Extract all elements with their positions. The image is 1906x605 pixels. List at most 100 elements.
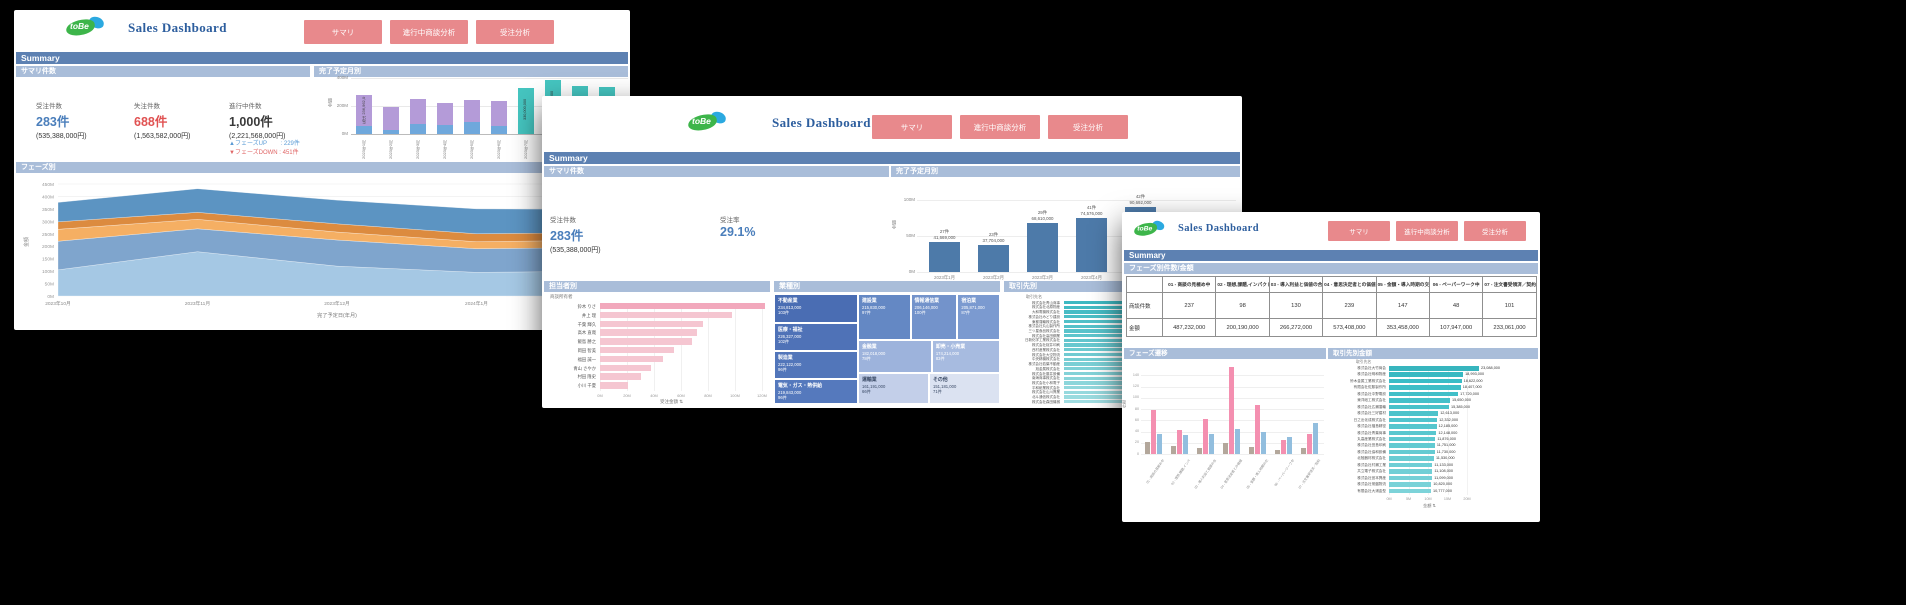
bar (1313, 423, 1319, 454)
nav-tabs: サマリ 進行中商談分析 受注分析 (304, 20, 554, 44)
stat-value: 1,000件 (229, 115, 273, 129)
row-label: 株式会社丸山製作所 (1028, 324, 1061, 329)
bar (1389, 456, 1434, 461)
deal-count-cell: 48 (1428, 292, 1484, 319)
logo-text: toBe (692, 116, 711, 126)
tobe-logo: toBe (1133, 219, 1166, 237)
bar (600, 364, 652, 371)
dashboard-window-summary[interactable]: toBe Sales Dashboard サマリ 進行中商談分析 受注分析 Su… (14, 10, 630, 330)
bar (1223, 442, 1228, 454)
row-label: 株式会社協和設備 (1357, 449, 1386, 454)
x-tick-label: 80M (704, 393, 712, 398)
row-label: 北陸器材株式会社 (1357, 456, 1386, 461)
bar-value-label: 23,088,000 (1481, 366, 1501, 370)
x-tick-label: 2023年5月 (469, 139, 474, 159)
x-tick-label: 0M (1386, 497, 1392, 501)
cell-name: 宿泊業 (961, 299, 977, 304)
x-tick-label: 2023年7月 (523, 139, 528, 159)
tab-won-analysis[interactable]: 受注分析 (1464, 221, 1526, 241)
logo-text: toBe (70, 21, 89, 31)
bar (1389, 488, 1432, 494)
tab-in-progress-analysis[interactable]: 進行中商談分析 (390, 20, 468, 44)
bar (1145, 441, 1150, 454)
bar (1157, 434, 1163, 454)
bar (1235, 428, 1241, 454)
cell-name: 電気・ガス・熱供給 (778, 383, 823, 389)
phase-column-header: 01 - 商談の見極め中 (1161, 276, 1217, 293)
bar (600, 382, 629, 389)
stat-won: 受注件数 283件 (535,388,000円) (550, 214, 601, 255)
cell-name: 情報通信業 (914, 299, 939, 304)
deal-count-cell: 101 (1482, 292, 1537, 319)
category-axis-title: 取引先名 (1026, 294, 1042, 299)
treemap-cell: 運輸業 161,191,000 66件 (858, 373, 929, 404)
y-tick-label: 80 (1134, 406, 1139, 411)
bar (1229, 366, 1235, 454)
bar (1389, 391, 1459, 397)
page-title: Sales Dashboard (128, 20, 227, 35)
row-label: 株式会社藤井設備 (1032, 371, 1060, 376)
bar-value-label: 11,099,000 (1434, 475, 1454, 480)
bar (1389, 417, 1438, 423)
tab-summary[interactable]: サマリ (1328, 221, 1390, 241)
bar-value-label: 12,148,000 (1438, 430, 1458, 435)
tab-won-analysis[interactable]: 受注分析 (476, 20, 554, 44)
bar (1249, 447, 1254, 454)
tab-in-progress-analysis[interactable]: 進行中商談分析 (1396, 221, 1458, 241)
bar-amount-label: 90,692,000 (1129, 199, 1152, 205)
bar (1389, 398, 1451, 403)
tobe-logo: toBe (65, 15, 106, 37)
phase-transition-bar-chart: 0 20 40 60 80 100 120 140 件数 01 - 商談の見極め中 02 - 理想,… (1122, 360, 1326, 518)
bar-value-label: 11,876,000 (1437, 436, 1457, 441)
x-tick-label: 100M (730, 393, 740, 398)
row-label: 株式会社大空物流 (1032, 352, 1060, 357)
bar (1389, 482, 1432, 487)
tab-in-progress-analysis[interactable]: 進行中商談分析 (960, 115, 1040, 139)
bar-value-label: 10,820,000 (1433, 482, 1453, 487)
section-header-client-amount: 取引先別金額 (1328, 348, 1538, 359)
x-tick-label: 40M (650, 393, 658, 398)
x-tick-label: 20M (1463, 497, 1471, 501)
x-tick-label: 2023年6月 (496, 139, 501, 159)
tab-summary[interactable]: サマリ (872, 115, 952, 139)
treemap-cell: 医療・福祉 226,327,000 102件 (774, 322, 858, 352)
dashboard-window-phase[interactable]: toBe Sales Dashboard サマリ 進行中商談分析 受注分析 Su… (1122, 212, 1540, 522)
bar-count-label: 29件 (1037, 209, 1048, 215)
x-tick-label: 03 - 導入利益と価値の合 (1193, 458, 1218, 490)
cell-count: 66件 (862, 389, 871, 395)
cell-count: 96件 (778, 394, 787, 400)
row-label: 大和電機株式会社 (1032, 310, 1060, 315)
x-gridline (681, 303, 682, 391)
bar-count-label: 27件 (939, 228, 950, 234)
bar-annotation: 失注 236,962,000 (361, 96, 366, 124)
tab-won-analysis[interactable]: 受注分析 (1048, 115, 1128, 139)
stat-sub: (535,388,000円) (36, 133, 87, 140)
page-title: Sales Dashboard (772, 115, 871, 130)
amount-cell: 266,272,000 (1268, 318, 1324, 337)
y-axis-label: 件数 (1122, 400, 1126, 408)
x-tick-label: 01 - 商談の見極め中 (1145, 458, 1166, 485)
y-tick-label: 140 (1132, 372, 1139, 377)
bar-value-label: 15,385,000 (1451, 404, 1471, 409)
nav-tabs: サマリ 進行中商談分析 受注分析 (872, 115, 1128, 139)
bar-value-label: 11,530,000 (1435, 456, 1455, 461)
bar (1389, 469, 1433, 474)
bar-value-label: 12,185,000 (1438, 424, 1458, 429)
row-label: 株式会社青山商事 (1032, 300, 1060, 305)
row-label: 有限会社大浦金型 (1357, 488, 1386, 493)
y-tick-label: 60 (1134, 417, 1139, 422)
bar-value-label: 15,650,000 (1452, 398, 1472, 403)
x-tick-label: 02 - 理想,課題,インパ (1170, 458, 1192, 486)
x-tick-label: 07 - 注文書受領済／契約 (1297, 458, 1322, 490)
tab-summary[interactable]: サマリ (304, 20, 382, 44)
bar (1209, 434, 1215, 454)
stat-win-rate: 受注率 29.1% (720, 214, 755, 239)
row-label: 株式会社広瀬運輸 (1357, 404, 1386, 409)
svg-text:250M: 250M (42, 232, 54, 238)
bar (1389, 372, 1464, 377)
amount-cell: 487,232,000 (1161, 318, 1217, 337)
treemap-cell: 情報通信業 206,146,000 100件 (910, 294, 958, 341)
bar (600, 373, 641, 380)
